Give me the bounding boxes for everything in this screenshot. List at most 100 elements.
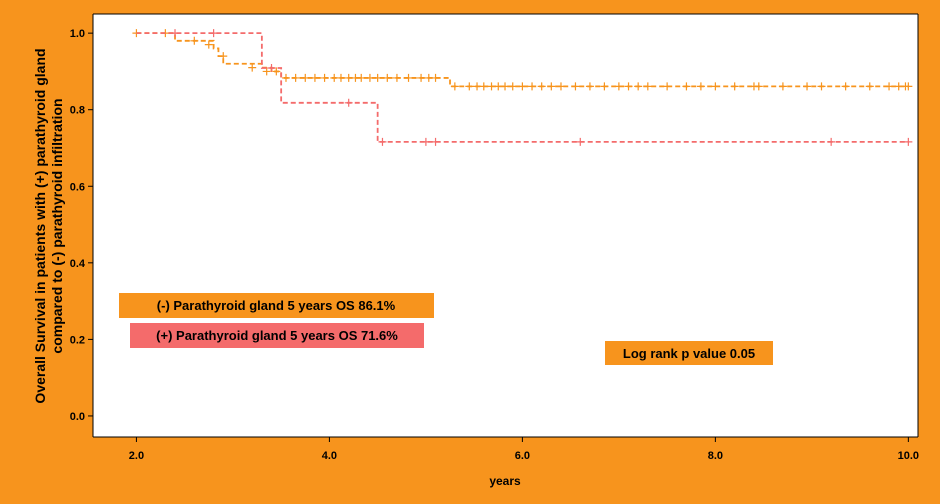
censor-mark [465, 82, 474, 91]
censor-mark [663, 82, 672, 91]
censor-mark [281, 73, 290, 82]
censor-mark [344, 98, 353, 107]
censor-mark [424, 73, 433, 82]
censor-mark [357, 73, 366, 82]
censor-mark [841, 82, 850, 91]
censor-mark [528, 82, 537, 91]
censor-mark [624, 82, 633, 91]
plot-area [93, 14, 918, 437]
censor-mark [803, 82, 812, 91]
x-tick-label: 2.0 [129, 450, 144, 462]
censor-mark [219, 52, 228, 61]
y-tick-label: 0.6 [70, 181, 85, 193]
series-0 [132, 29, 913, 91]
censor-mark [209, 29, 218, 38]
censor-mark [600, 82, 609, 91]
x-tick-label: 4.0 [322, 450, 337, 462]
censor-mark [272, 67, 281, 76]
censor-mark [904, 82, 913, 91]
censor-mark [614, 82, 623, 91]
x-axis: 2.0 4.0 6.0 8.0 10.0 [93, 436, 919, 462]
censor-mark [421, 137, 430, 146]
censor-mark [518, 82, 527, 91]
censor-mark [556, 82, 565, 91]
censor-mark [365, 73, 374, 82]
censor-mark [494, 82, 503, 91]
censor-mark [330, 73, 339, 82]
censor-mark [310, 73, 319, 82]
censor-mark [383, 73, 392, 82]
censor-mark [778, 82, 787, 91]
y-tick-label: 0.8 [70, 105, 85, 117]
annotation-pvalue: Log rank p value 0.05 [605, 341, 773, 365]
censor-mark [392, 73, 401, 82]
y-axis-title-line1: Overall Survival in patients with (+) pa… [32, 48, 48, 403]
censor-mark [508, 82, 517, 91]
censor-mark [817, 82, 826, 91]
annotation-positive-text: (+) Parathyroid gland 5 years OS 71.6% [156, 328, 398, 343]
censor-mark [501, 82, 510, 91]
censor-mark [190, 36, 199, 45]
censor-mark [450, 82, 459, 91]
x-tick-label: 8.0 [708, 450, 723, 462]
annotation-negative-box [119, 293, 434, 318]
survival-line [136, 32, 909, 143]
censor-mark [267, 63, 276, 72]
censor-mark [417, 73, 426, 82]
censor-mark [336, 73, 345, 82]
y-axis-title-line2: compared to (-) parathyroid infiltration [49, 98, 65, 353]
censor-mark [585, 82, 594, 91]
censor-mark [711, 82, 720, 91]
y-axis: 0.0 0.2 0.4 0.6 0.8 1.0 [70, 13, 919, 437]
annotation-pvalue-text: Log rank p value 0.05 [623, 346, 755, 361]
censor-mark [248, 63, 257, 72]
censor-mark [754, 82, 763, 91]
censor-mark [865, 82, 874, 91]
censor-mark [262, 67, 271, 76]
y-tick-label: 0.4 [70, 258, 86, 270]
survival-line [136, 32, 909, 88]
censor-mark [634, 82, 643, 91]
y-axis-title: Overall Survival in patients with (+) pa… [32, 48, 65, 403]
censor-mark [894, 82, 903, 91]
censor-mark [204, 40, 213, 49]
censor-mark [827, 137, 836, 146]
censor-mark [344, 73, 353, 82]
x-axis-title: years [489, 474, 521, 488]
annotation-negative-text: (-) Parathyroid gland 5 years OS 86.1% [157, 298, 396, 313]
censor-mark [479, 82, 488, 91]
censor-mark [571, 82, 580, 91]
censor-mark [431, 137, 440, 146]
censor-mark [473, 82, 482, 91]
censor-mark [537, 82, 546, 91]
censor-mark [696, 82, 705, 91]
censor-mark [378, 137, 387, 146]
censor-mark [487, 82, 496, 91]
series-1 [136, 29, 913, 146]
x-tick-label: 10.0 [898, 450, 919, 462]
censor-mark [904, 137, 913, 146]
censor-mark [547, 82, 556, 91]
censor-mark [373, 73, 382, 82]
annotation-positive-box [130, 323, 424, 348]
censor-mark [291, 73, 300, 82]
annotation-pvalue-box [605, 341, 773, 365]
censor-mark [730, 82, 739, 91]
censor-mark [576, 137, 585, 146]
y-tick-label: 0.2 [70, 334, 85, 346]
annotation-negative: (-) Parathyroid gland 5 years OS 86.1% [119, 293, 434, 318]
survival-curves [132, 29, 913, 146]
censor-mark [320, 73, 329, 82]
censor-mark [431, 73, 440, 82]
censor-mark [682, 82, 691, 91]
censor-mark [643, 82, 652, 91]
censor-mark [301, 73, 310, 82]
censor-mark [171, 29, 180, 38]
censor-mark [404, 73, 413, 82]
censor-mark [885, 82, 894, 91]
y-tick-label: 0.0 [70, 411, 85, 423]
y-tick-label: 1.0 [70, 28, 85, 40]
x-tick-label: 6.0 [515, 450, 530, 462]
annotation-positive: (+) Parathyroid gland 5 years OS 71.6% [130, 323, 424, 348]
